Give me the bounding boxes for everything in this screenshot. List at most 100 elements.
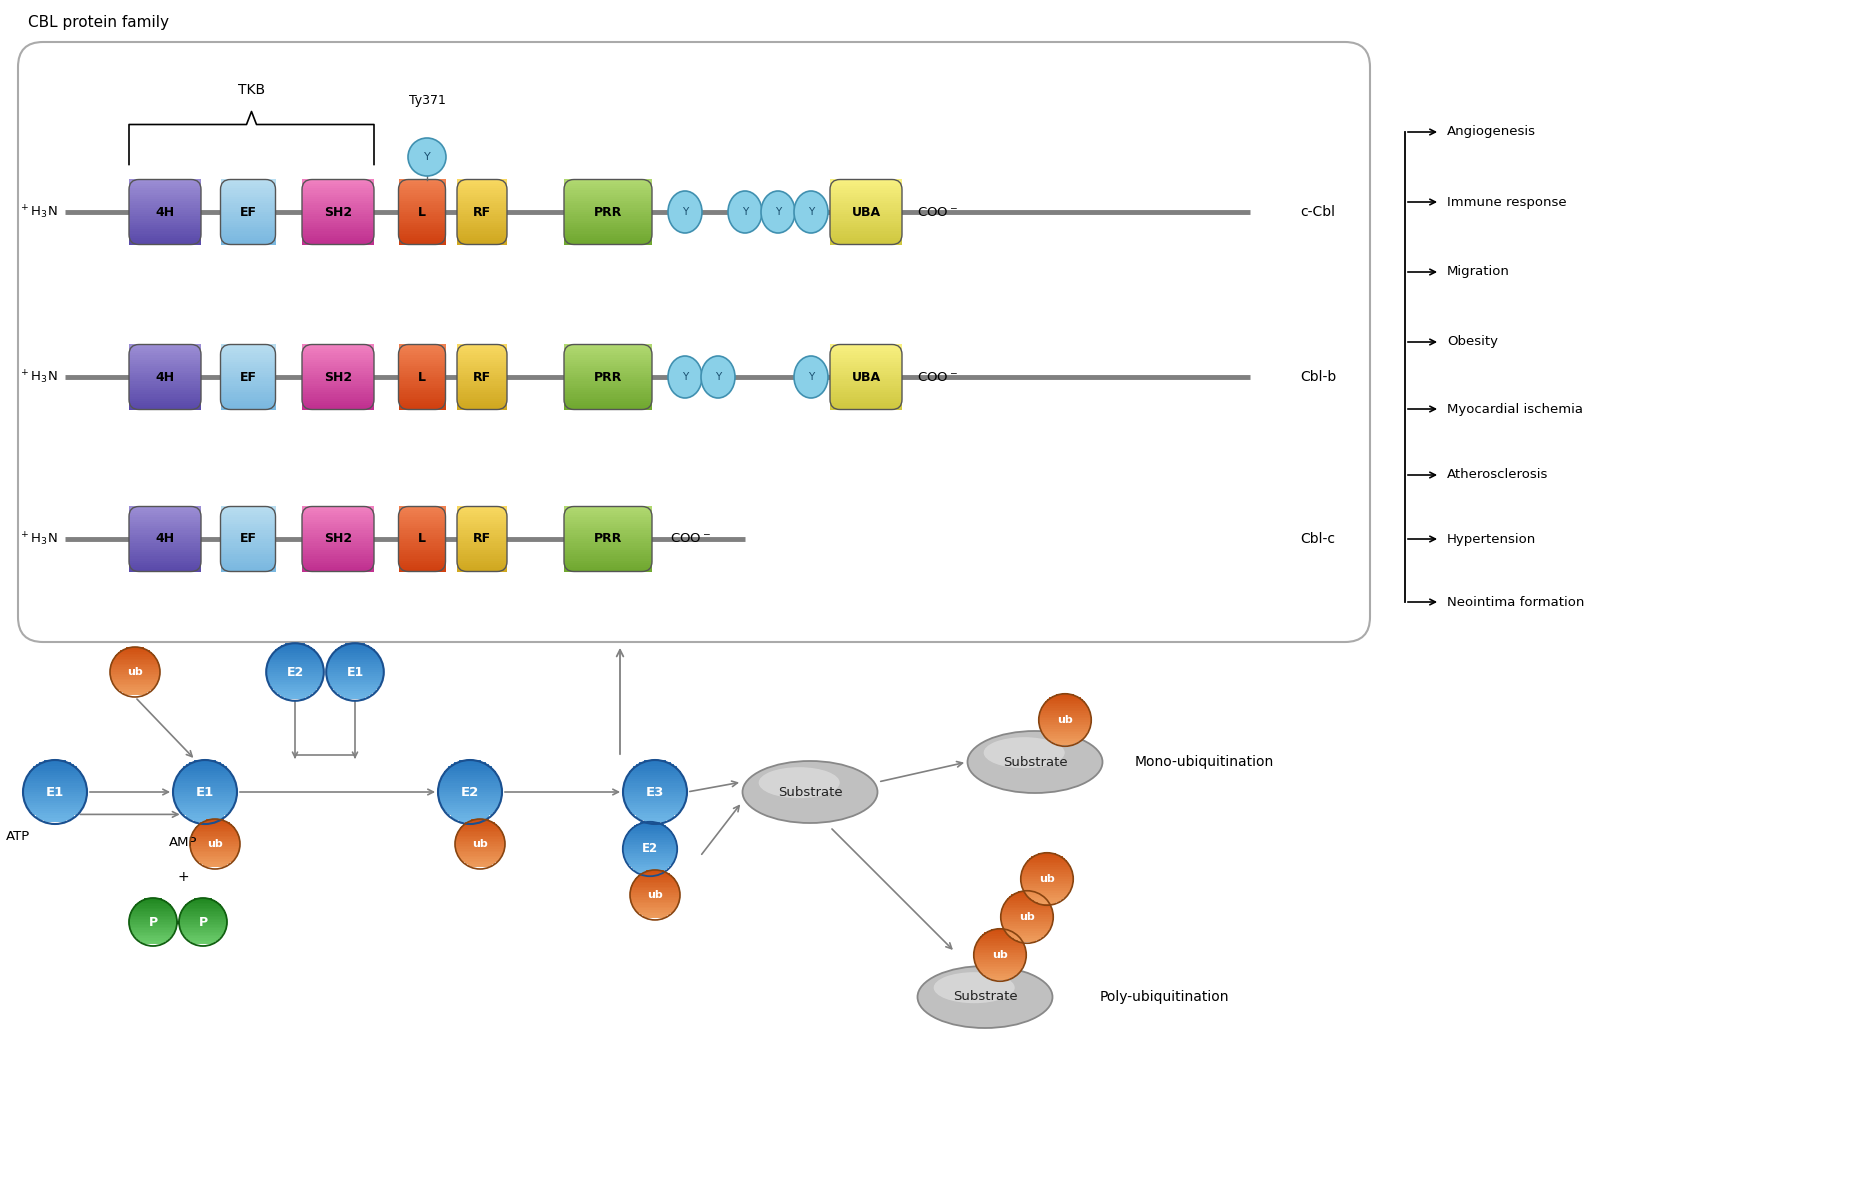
Bar: [456, 223, 506, 225]
Bar: [22, 792, 87, 794]
Bar: [439, 782, 501, 784]
Bar: [302, 190, 375, 193]
Text: Neointima formation: Neointima formation: [1446, 595, 1585, 608]
Bar: [221, 370, 276, 372]
Bar: [1027, 894, 1066, 897]
Bar: [130, 180, 200, 182]
Bar: [206, 819, 224, 821]
Bar: [1003, 924, 1051, 925]
Bar: [269, 683, 321, 686]
Bar: [831, 218, 903, 220]
Bar: [564, 552, 653, 554]
Ellipse shape: [934, 972, 1014, 1003]
Bar: [456, 239, 506, 242]
Text: Substrate: Substrate: [953, 990, 1018, 1003]
Bar: [564, 239, 653, 242]
Bar: [399, 533, 445, 535]
Bar: [564, 567, 653, 570]
Bar: [302, 218, 375, 220]
Bar: [831, 361, 903, 364]
Bar: [451, 764, 489, 766]
Bar: [399, 209, 445, 212]
Bar: [130, 403, 200, 405]
Bar: [831, 209, 903, 212]
Bar: [1025, 893, 1068, 894]
Bar: [221, 182, 276, 184]
Bar: [831, 201, 903, 203]
Text: Y: Y: [682, 207, 688, 217]
Bar: [130, 401, 200, 403]
Bar: [399, 396, 445, 399]
Bar: [336, 649, 375, 651]
Bar: [24, 798, 85, 801]
Bar: [113, 682, 158, 683]
Ellipse shape: [984, 737, 1064, 768]
Bar: [399, 383, 445, 385]
Bar: [302, 543, 375, 546]
Bar: [130, 523, 200, 525]
Bar: [221, 405, 276, 407]
Bar: [456, 535, 506, 536]
Bar: [1055, 743, 1075, 745]
Bar: [464, 861, 497, 862]
Bar: [399, 194, 445, 196]
Bar: [564, 379, 653, 382]
Bar: [456, 838, 504, 839]
Bar: [564, 399, 653, 401]
Bar: [623, 852, 677, 855]
Bar: [399, 217, 445, 219]
Bar: [632, 827, 669, 830]
Bar: [636, 815, 675, 818]
Bar: [221, 558, 276, 560]
Bar: [564, 180, 653, 182]
Bar: [180, 912, 226, 915]
Bar: [180, 916, 226, 917]
Bar: [130, 399, 200, 401]
Bar: [1014, 938, 1040, 940]
Bar: [458, 820, 482, 822]
Bar: [399, 214, 445, 217]
Bar: [831, 366, 903, 369]
Bar: [184, 906, 222, 907]
Bar: [133, 907, 172, 910]
Bar: [564, 206, 653, 207]
Bar: [130, 917, 176, 919]
Bar: [625, 803, 684, 804]
Bar: [302, 399, 375, 401]
Bar: [341, 695, 369, 697]
Bar: [564, 183, 653, 186]
Bar: [645, 870, 664, 871]
Bar: [200, 822, 230, 824]
Text: Poly-ubiquitination: Poly-ubiquitination: [1099, 990, 1229, 1004]
Bar: [130, 388, 200, 390]
Bar: [119, 688, 152, 691]
Bar: [456, 552, 506, 554]
Bar: [831, 236, 903, 238]
Bar: [456, 851, 504, 852]
Bar: [137, 903, 169, 905]
Bar: [456, 353, 506, 356]
Bar: [456, 377, 506, 379]
Bar: [975, 947, 1025, 948]
Bar: [1022, 879, 1073, 881]
Ellipse shape: [794, 192, 829, 233]
Bar: [195, 827, 235, 830]
Bar: [456, 225, 506, 227]
Bar: [564, 517, 653, 519]
Bar: [176, 804, 234, 807]
Text: L: L: [417, 371, 426, 383]
Bar: [130, 549, 200, 552]
Bar: [221, 223, 276, 225]
Bar: [623, 851, 677, 852]
Bar: [221, 533, 276, 535]
Bar: [302, 229, 375, 231]
Bar: [130, 515, 200, 517]
Bar: [564, 223, 653, 225]
Bar: [456, 231, 506, 233]
Bar: [456, 519, 506, 522]
Bar: [1040, 710, 1090, 711]
Bar: [221, 552, 276, 554]
Bar: [627, 833, 673, 834]
Bar: [1044, 703, 1086, 704]
Bar: [399, 199, 445, 201]
